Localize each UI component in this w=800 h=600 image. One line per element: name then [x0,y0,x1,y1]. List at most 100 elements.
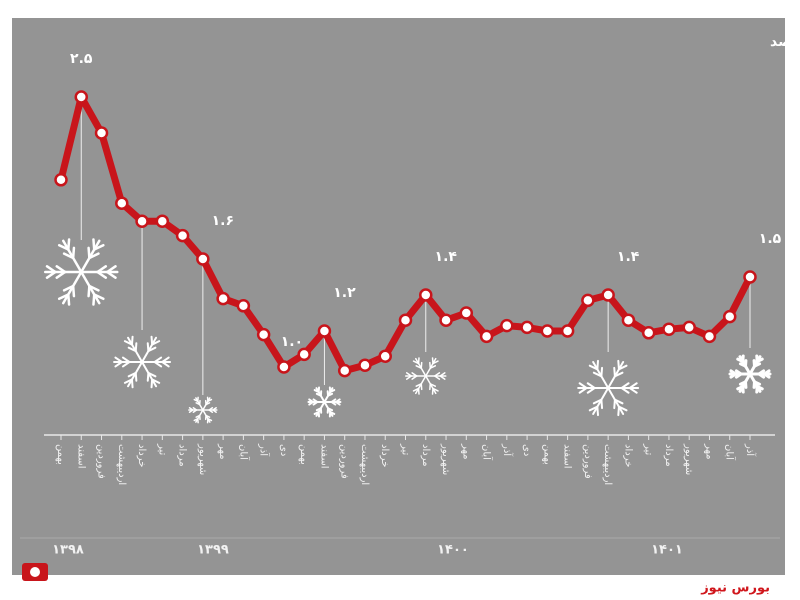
value-label: ۱.۲ [333,285,356,301]
x-tick-label: دی [278,444,289,456]
x-tick-label: مرداد [420,444,431,467]
snowflake-branch [734,369,743,376]
snowflake-branch [123,340,133,346]
snowflake-branch [308,398,314,403]
x-tick-label: آذر [744,443,757,457]
snowflake-branch [757,372,766,379]
snowflake-branch [114,361,123,368]
x-tick-label: فروردین [582,444,593,479]
snowflake-branch [150,378,154,389]
marker [54,173,68,187]
x-tick-label: آبان [724,444,737,461]
snowflake-branch [153,356,163,363]
snowflake-branch [212,409,217,413]
x-tick-label: اسفند [562,444,573,468]
marker [135,214,149,228]
snowflake-branch [147,371,157,378]
snowflake-branch [620,387,630,394]
snowflake-branch [55,265,67,274]
marker [378,349,392,363]
marker [520,320,534,335]
snowflake-branch [153,361,163,368]
snowflake-branch [62,252,75,260]
snowflake-branch [432,360,439,365]
marker [236,299,251,313]
x-tick-label: بهمن [55,444,66,465]
x-tick-label: فروردین [339,444,350,479]
snowflake-branch [150,335,154,346]
snowflake-branch [146,371,150,382]
snowflake-branch [334,401,341,406]
snowflake-branch [330,401,337,406]
snowflake-branch [329,389,336,394]
snowflake-branch [620,382,630,389]
marker [419,288,433,302]
snowflake-branch [578,382,588,389]
marker [540,324,555,338]
chart-title: بالاترین نسبت ارزش بازار ومهان به ارزش ف… [770,34,800,50]
source: بورس نیوز [700,581,770,596]
snowflake [307,386,342,418]
snowflake-branch [92,238,96,251]
snowflake-branch [313,410,320,415]
snowflake-branch [92,293,96,306]
snowflake-branch [161,356,170,363]
snowflake-branch [736,384,745,391]
marker [297,347,311,362]
x-tick-label: تیر [156,443,167,456]
snowflake [113,335,172,389]
snowflake-branch [207,398,213,403]
snowflake-branch [596,405,599,417]
snowflake-branch [130,335,134,346]
snowflake-branch [586,382,596,389]
snowflake-branch [114,356,123,363]
snowflake-branch [592,371,603,378]
snowflake-branch [588,405,599,412]
snowflake-branch [67,293,71,306]
snowflake [728,354,772,394]
x-tick-label: شهریور [683,443,694,475]
x-tick-label: آذر [258,443,271,457]
snowflake-branch [596,359,599,371]
snowflake-branch [578,387,588,394]
snowflake-branch [327,392,334,397]
snowflake-branch [55,270,67,279]
snowflake-branch [429,365,437,369]
snowflake-branch [192,407,198,411]
x-tick-label: آبان [237,444,250,461]
x-tick-label: بهمن [298,444,309,465]
marker [621,313,636,327]
snowflake-branch [617,364,628,371]
snowflake-branch [134,371,138,382]
year-label: ۱۴۰۱ [651,543,683,558]
x-tick-label: شهریور [197,443,208,475]
snowflake-branch [729,369,738,376]
snowflake [44,238,119,306]
x-tick-label: اردیبهشت [602,444,613,485]
snowflake-branch [586,387,596,394]
x-tick-label: مرداد [663,444,674,467]
snowflake-branch [92,293,105,301]
x-tick-label: مهر [460,443,471,459]
x-tick-label: تیر [643,443,654,456]
snowflake-branch [617,405,628,412]
value-label: ۱.۰ [281,334,303,350]
snowflake-branch [617,359,620,371]
marker [337,363,352,378]
marker [641,326,656,340]
snowflake-branch [592,398,603,405]
snowflake-branch [315,407,322,412]
snowflake-branch [195,414,201,418]
x-tick-label: دی [521,444,532,456]
marker [317,324,332,338]
snowflake-branch [134,342,138,353]
snowflake-branch [613,366,616,378]
snowflake-branch [412,360,420,365]
snowflake-branch [762,372,771,379]
logo [22,563,48,581]
snowflake-branch [57,243,70,251]
x-tick-label: مرداد [177,444,188,467]
snowflake-branch [161,361,170,368]
marker [560,324,575,338]
